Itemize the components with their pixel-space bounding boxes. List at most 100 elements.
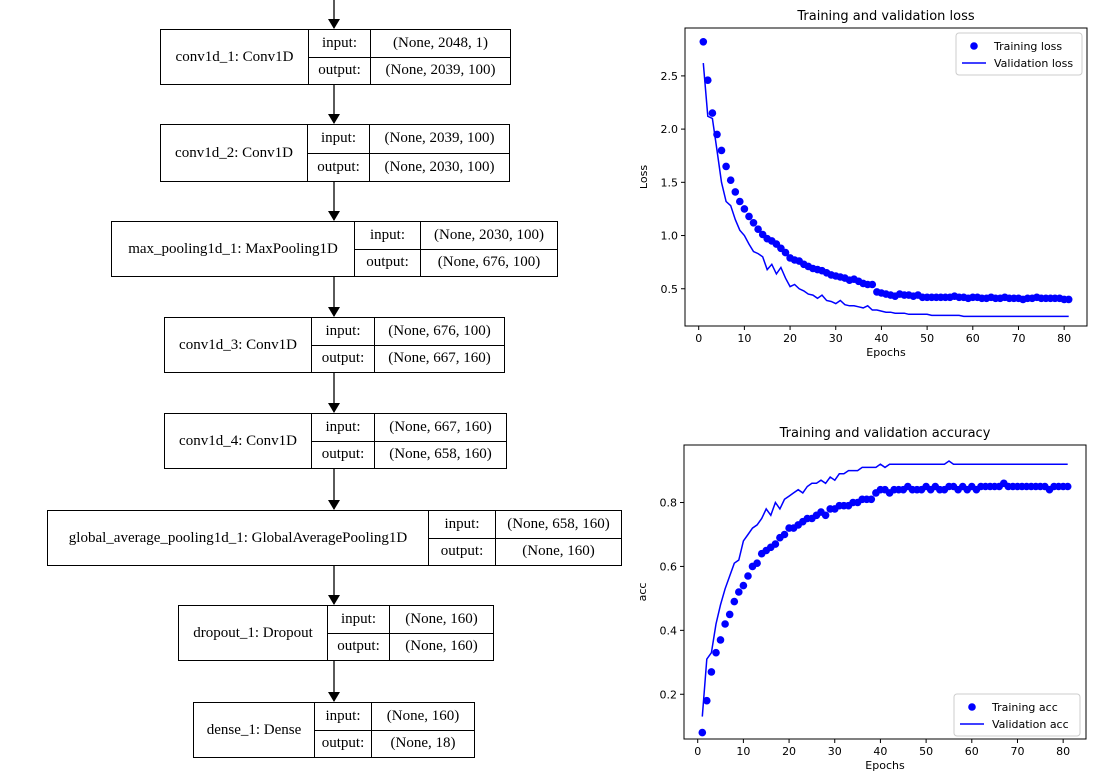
y-axis-label: acc — [640, 583, 649, 602]
legend-label: Validation loss — [994, 57, 1073, 70]
layer-name: dense_1: Dense — [194, 703, 315, 757]
layer-name: dropout_1: Dropout — [179, 606, 328, 660]
input-label: input: — [328, 606, 390, 633]
data-point — [754, 225, 762, 233]
output-shape: (None, 160) — [405, 638, 478, 655]
data-point — [725, 610, 734, 619]
input-shape: (None, 2030, 100) — [434, 226, 544, 243]
data-point — [771, 540, 780, 548]
y-tick-label: 0.8 — [660, 497, 678, 510]
data-point — [731, 188, 740, 196]
x-tick-label: 40 — [873, 745, 887, 758]
input-label: input: — [315, 703, 372, 730]
x-tick-label: 0 — [694, 745, 701, 758]
output-shape: (None, 18) — [390, 735, 456, 752]
output-label: output: — [328, 633, 390, 660]
x-tick-label: 70 — [1011, 332, 1025, 345]
legend-label: Validation acc — [992, 718, 1069, 731]
data-point — [740, 205, 749, 213]
x-tick-label: 50 — [920, 332, 934, 345]
data-point — [707, 668, 716, 676]
output-shape: (None, 2039, 100) — [385, 62, 496, 79]
output-label: output: — [315, 730, 372, 757]
output-label: output: — [308, 153, 370, 181]
data-point — [722, 162, 730, 171]
x-tick-label: 70 — [1010, 745, 1024, 758]
x-tick-label: 10 — [736, 745, 750, 758]
flow-arrows — [328, 0, 340, 702]
input-shape: (None, 667, 160) — [389, 418, 492, 435]
input-shape: (None, 658, 160) — [507, 515, 610, 532]
output-label: output: — [355, 249, 421, 276]
y-tick-label: 0.2 — [660, 688, 678, 701]
input-label: input: — [308, 125, 370, 153]
x-tick-label: 30 — [829, 332, 843, 345]
data-point — [744, 572, 752, 580]
chart-title: Training and validation accuracy — [779, 426, 991, 441]
input-label: input: — [309, 30, 371, 57]
legend-label: Training acc — [991, 701, 1058, 714]
legend-box — [953, 693, 1081, 737]
legend-marker — [970, 42, 978, 50]
input-shape: (None, 160) — [386, 707, 460, 724]
data-point — [703, 696, 711, 705]
loss-chart: Training and validation loss 0 10 20 30 40 50 6… — [640, 9, 1088, 359]
legend: Training loss Validation loss — [955, 32, 1083, 76]
legend-label: Training loss — [993, 40, 1062, 53]
layer-box: conv1d_4: Conv1D input: (None, 667, 160) ou… — [164, 413, 507, 469]
output-label: output: — [312, 345, 375, 372]
layer-box: dense_1: Dense input: (None, 160) output: (N… — [193, 702, 475, 758]
layer-box: max_pooling1d_1: MaxPooling1D input: (None… — [111, 221, 558, 277]
layer-name: max_pooling1d_1: MaxPooling1D — [112, 222, 355, 276]
output-label: output: — [312, 441, 375, 468]
plot-frame — [684, 27, 1088, 327]
output-shape: (None, 2030, 100) — [384, 158, 495, 175]
x-tick-label: 60 — [966, 332, 980, 345]
layer-box: global_average_pooling1d_1: GlobalAverag… — [47, 510, 622, 566]
data-point — [753, 559, 761, 567]
y-tick-label: 2.0 — [661, 123, 679, 136]
layer-box: dropout_1: Dropout input: (None, 160) outpu… — [178, 605, 494, 661]
x-tick-label: 20 — [782, 745, 796, 758]
legend: Training acc Validation acc — [953, 693, 1081, 737]
x-tick-label: 20 — [783, 332, 797, 345]
data-point — [736, 197, 744, 206]
data-point — [735, 588, 743, 596]
x-tick-label: 30 — [828, 745, 842, 758]
x-tick-label: 10 — [737, 332, 751, 345]
data-point — [716, 636, 725, 644]
y-tick-label: 1.5 — [661, 176, 679, 189]
output-label: output: — [309, 57, 371, 84]
data-point — [717, 146, 726, 155]
x-tick-label: 80 — [1056, 745, 1070, 758]
data-point — [745, 212, 753, 221]
y-tick-label: 0.5 — [661, 283, 679, 296]
x-tick-label: 0 — [695, 332, 702, 345]
x-axis-label: Epochs — [866, 346, 906, 359]
x-tick-label: 60 — [965, 745, 979, 758]
data-point — [699, 38, 708, 46]
input-label: input: — [312, 414, 375, 441]
data-point — [781, 248, 790, 257]
data-point — [1064, 295, 1073, 304]
chart-title: Training and validation loss — [796, 9, 974, 24]
x-tick-label: 50 — [919, 745, 933, 758]
x-tick-label: 80 — [1057, 332, 1071, 345]
plot-frame — [683, 444, 1087, 740]
input-label: input: — [312, 318, 375, 345]
output-shape: (None, 676, 100) — [437, 254, 541, 271]
output-shape: (None, 160) — [522, 543, 595, 560]
output-label: output: — [429, 538, 496, 565]
data-point — [730, 597, 739, 606]
accuracy-chart: Training and validation accuracy 0 10 20 30 4… — [640, 426, 1087, 772]
data-point — [1063, 482, 1072, 491]
data-point — [698, 728, 707, 737]
output-shape: (None, 667, 160) — [388, 350, 491, 367]
data-point — [867, 495, 876, 504]
data-point — [704, 76, 712, 84]
legend-box — [955, 32, 1083, 76]
layer-box: conv1d_2: Conv1D input: (None, 2039, 100) o… — [160, 124, 510, 182]
data-point — [868, 280, 877, 289]
y-tick-label: 0.4 — [660, 624, 678, 637]
data-point — [749, 219, 758, 227]
